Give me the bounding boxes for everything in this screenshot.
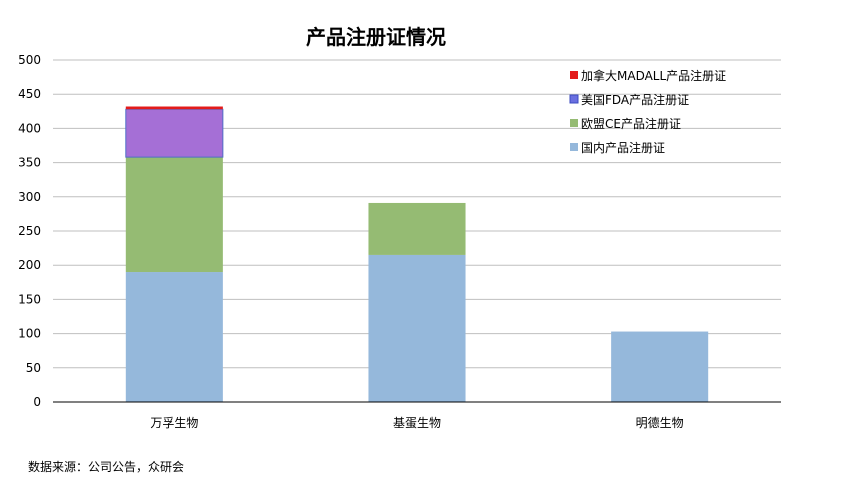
bar-segment [125,108,224,158]
bar-segment [368,202,466,255]
bar-segment [125,157,223,273]
bar-segment [368,254,466,402]
legend-swatch [569,94,579,104]
bar-segment [125,106,223,110]
bars [125,106,709,402]
y-tick-label: 50 [26,361,41,375]
y-tick-label: 450 [18,87,41,101]
y-axis-ticks: 0 50 100 150 200 250 300 350 400 450 500 [18,53,41,409]
y-tick-label: 250 [18,224,41,238]
legend-label: 加拿大MADALL产品注册证 [581,68,726,83]
legend-label: 国内产品注册证 [581,140,665,155]
legend-label: 欧盟CE产品注册证 [581,116,681,131]
bar-segment [125,272,223,402]
x-tick-label: 万孚生物 [150,416,198,430]
bar-segment [611,331,709,402]
y-tick-label: 350 [18,156,41,170]
y-tick-label: 400 [18,121,41,135]
x-tick-label: 基蛋生物 [393,416,441,430]
source-note: 数据来源：公司公告，众研会 [28,460,185,474]
y-tick-label: 500 [18,53,41,67]
legend-swatch [570,119,578,127]
y-tick-label: 0 [33,395,41,409]
y-tick-label: 200 [18,258,41,272]
x-axis-labels: 万孚生物 基蛋生物 明德生物 [150,415,683,430]
chart-title: 产品注册证情况 [306,25,446,49]
y-tick-label: 150 [18,292,41,306]
y-tick-label: 100 [18,327,41,341]
legend-swatch [570,71,578,79]
y-tick-label: 300 [18,190,41,204]
legend-swatch [570,143,578,151]
x-tick-label: 明德生物 [636,415,684,430]
legend-label: 美国FDA产品注册证 [581,92,689,107]
